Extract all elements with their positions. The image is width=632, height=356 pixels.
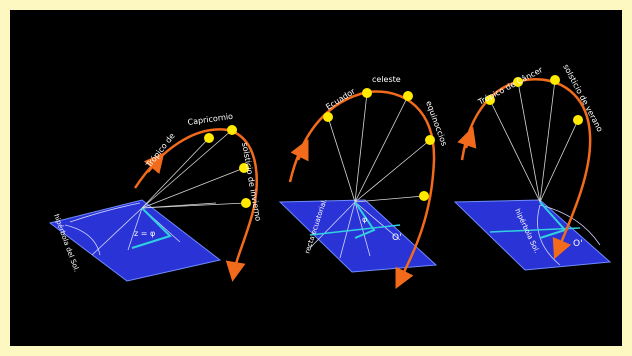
panel-cancer: Trópico de Câncer solsticio de verano hi… (453, 63, 612, 271)
arrow-left-top (143, 152, 165, 175)
panel-equator: Ecuador celeste equinoccios recta ecuato… (278, 75, 449, 289)
sun-marker (513, 77, 523, 87)
label-solsticio-verano: solsticio de verano (561, 63, 604, 134)
hyperbola-left (64, 202, 141, 256)
label-ecuador: Ecuador (324, 86, 357, 111)
sun-marker (204, 133, 214, 143)
plane-lines-left (91, 207, 181, 256)
sun-marker (323, 112, 333, 122)
sun-marker (403, 91, 413, 101)
sun-rays-middle (327, 92, 431, 203)
sun-rays-left (141, 129, 247, 209)
horizontal-plane-left (48, 199, 222, 282)
label-o-prime-right: O' (573, 239, 583, 249)
label-celeste: celeste (372, 75, 401, 84)
shadow-triangle-left (131, 207, 172, 249)
label-o-prime-middle: O' (392, 233, 402, 243)
horizontal-plane-right (453, 199, 612, 271)
sun-marker (362, 88, 372, 98)
sun-marker (573, 115, 583, 125)
label-z-phi: z = φ (134, 229, 155, 238)
sun-marker (425, 135, 435, 145)
arc-capricorn (133, 128, 259, 282)
label-tropico-de: Trópico de (143, 131, 177, 170)
sun-marker (419, 191, 429, 201)
panel-capricorn: Trópico de Capricornio solsticio de invi… (48, 112, 263, 282)
equatorial-line (309, 224, 401, 236)
sundial-diagram: Trópico de Capricornio solsticio de invi… (48, 63, 612, 289)
sun-marker (485, 95, 495, 105)
arrow-middle-top (290, 139, 309, 162)
diagram-stage: Trópico de Capricornio solsticio de invi… (10, 10, 622, 346)
sun-marker (227, 125, 237, 135)
label-capricornio: Capricornio (187, 112, 234, 127)
arrow-right-top (457, 126, 477, 149)
shadow-triangle-middle (354, 201, 376, 239)
label-tropico-cancer: Trópico de Câncer (475, 64, 544, 107)
plane-lines-middle (309, 201, 401, 259)
label-solsticio-invierno: solsticio de invierno (240, 142, 263, 222)
sun-marker (550, 75, 560, 85)
sun-marker (241, 198, 251, 208)
arc-equator (288, 90, 436, 289)
sun-marker (239, 163, 249, 173)
label-phi-middle: φ (362, 215, 367, 224)
sun-rays-right (489, 79, 579, 203)
